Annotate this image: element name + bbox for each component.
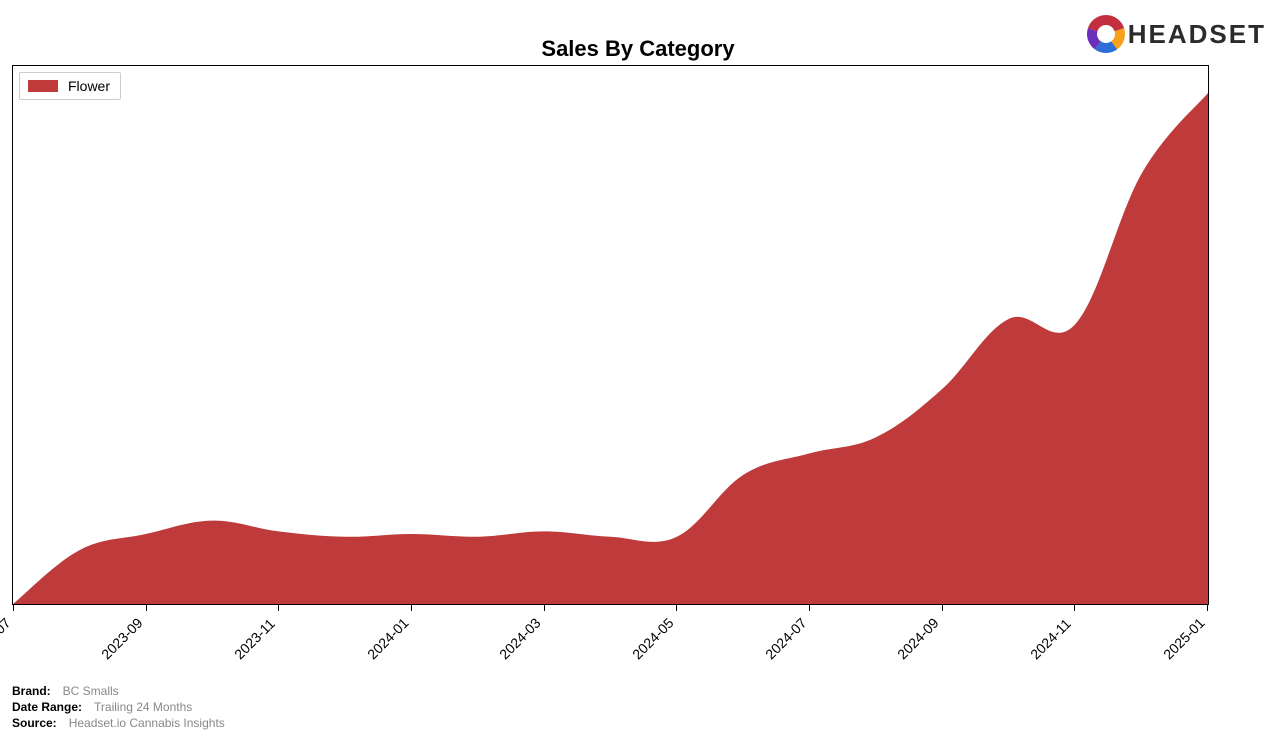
meta-key: Date Range: — [12, 700, 82, 714]
meta-value: Headset.io Cannabis Insights — [69, 716, 225, 730]
meta-key: Brand: — [12, 684, 51, 698]
x-axis-ticks: 2023-07 2023-09 2023-11 2024-01 2024-03 2024-… — [0, 0, 1276, 738]
x-tick-label: 2024-07 — [762, 615, 810, 663]
x-tick — [544, 605, 545, 611]
x-tick-label: 2024-09 — [894, 615, 942, 663]
chart-meta: Brand: BC Smalls Date Range: Trailing 24 Mo… — [12, 683, 225, 732]
meta-row: Date Range: Trailing 24 Months — [12, 699, 225, 715]
x-tick — [411, 605, 412, 611]
meta-row: Brand: BC Smalls — [12, 683, 225, 699]
x-tick-label: 2024-05 — [629, 615, 677, 663]
x-tick-label: 2025-01 — [1160, 615, 1208, 663]
x-tick-label: 2024-11 — [1027, 615, 1074, 662]
meta-key: Source: — [12, 716, 57, 730]
meta-value: Trailing 24 Months — [94, 700, 192, 714]
x-tick-label: 2023-11 — [231, 615, 278, 662]
x-tick — [13, 605, 14, 611]
meta-value: BC Smalls — [63, 684, 119, 698]
x-tick-label: 2024-03 — [496, 615, 544, 663]
x-tick — [278, 605, 279, 611]
x-tick — [146, 605, 147, 611]
x-tick-label: 2023-09 — [98, 615, 146, 663]
x-tick-label: 2024-01 — [364, 615, 412, 663]
x-tick — [942, 605, 943, 611]
x-tick — [676, 605, 677, 611]
x-tick — [809, 605, 810, 611]
x-tick — [1074, 605, 1075, 611]
x-tick-label: 2023-07 — [0, 615, 13, 663]
x-tick — [1207, 605, 1208, 611]
meta-row: Source: Headset.io Cannabis Insights — [12, 715, 225, 731]
